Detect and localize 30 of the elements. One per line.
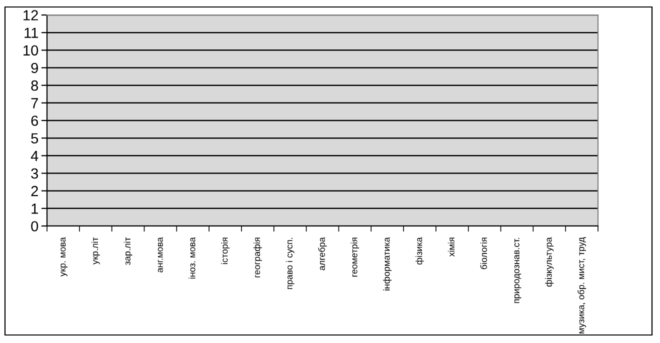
x-tick-label: алгебра <box>318 237 327 270</box>
y-tick-label: 4 <box>30 150 38 161</box>
x-tick-label: право і сусп. <box>286 238 294 289</box>
y-tick-label: 1 <box>32 204 38 214</box>
x-tick-label: зар.літ <box>124 237 132 265</box>
x-tick-label: природознав.ст. <box>514 238 522 304</box>
x-tick-label: анг.мова <box>158 237 163 272</box>
y-tick-label: 9 <box>31 62 38 74</box>
y-tick-label: 12 <box>24 10 38 20</box>
y-tick-label: 8 <box>31 80 38 91</box>
y-tick-label: 0 <box>31 221 38 232</box>
x-tick-label: фізика <box>416 237 424 265</box>
x-tick-label: біологія <box>480 238 487 270</box>
y-tick-label: 2 <box>31 186 38 196</box>
x-tick-label: хімія <box>448 238 454 257</box>
x-tick-label: історія <box>221 238 230 264</box>
x-tick-label: геометрія <box>350 238 360 277</box>
y-tick-label: 10 <box>24 45 38 56</box>
x-tick-label: укр.літ <box>91 237 100 264</box>
x-tick-label: музика, обр. мист, труд <box>578 237 586 334</box>
x-tick-label: географія <box>253 238 262 278</box>
x-tick-label: іноз. мова <box>188 237 196 279</box>
y-tick-label: 11 <box>24 28 38 38</box>
x-tick-label: укр. мова <box>60 237 68 277</box>
x-tick-label: фізкультура <box>545 237 554 287</box>
y-tick-label: 5 <box>31 133 38 144</box>
x-tick-label: інформатика <box>383 237 392 290</box>
y-tick-label: 3 <box>31 168 38 179</box>
y-tick-label: 6 <box>31 116 38 126</box>
y-tick-label: 7 <box>31 98 38 108</box>
